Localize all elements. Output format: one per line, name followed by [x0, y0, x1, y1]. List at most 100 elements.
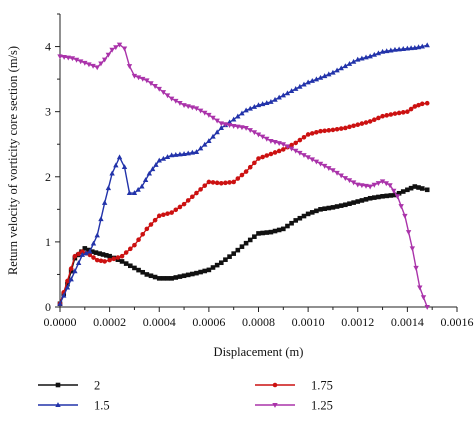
data-point — [297, 150, 303, 156]
data-point — [94, 257, 100, 263]
data-point — [367, 119, 373, 124]
data-point — [113, 162, 119, 168]
data-point — [394, 194, 401, 200]
legend-label: 1.5 — [94, 399, 110, 413]
data-point — [297, 137, 303, 143]
data-point — [152, 274, 158, 280]
data-point — [293, 140, 299, 146]
data-point — [181, 201, 187, 207]
data-point — [173, 98, 179, 104]
y-tick-label: 1 — [45, 235, 51, 249]
data-point — [404, 45, 411, 51]
data-point — [359, 183, 365, 189]
data-point — [330, 69, 336, 75]
data-point — [334, 170, 340, 176]
data-point — [255, 102, 262, 108]
data-point — [297, 215, 303, 221]
data-point — [113, 45, 119, 51]
y-axis: 0 1 2 3 4 — [45, 13, 60, 314]
data-point — [131, 73, 138, 79]
data-point — [198, 187, 203, 192]
data-point — [173, 151, 179, 157]
data-point — [363, 197, 369, 202]
data-point — [346, 61, 353, 66]
data-point — [185, 272, 191, 278]
data-point — [264, 100, 270, 105]
data-point — [387, 183, 393, 189]
data-point — [288, 146, 295, 152]
data-point — [419, 101, 425, 107]
data-point — [416, 102, 421, 108]
data-point — [342, 63, 349, 69]
data-point — [375, 181, 382, 186]
data-point — [350, 180, 357, 186]
data-point — [169, 276, 174, 281]
data-point — [91, 255, 96, 260]
legend-entry: 1.75 — [255, 379, 333, 393]
data-point — [259, 101, 266, 107]
data-point — [400, 46, 406, 51]
data-point — [330, 205, 336, 210]
data-point — [280, 92, 287, 98]
data-point — [173, 275, 179, 280]
data-point — [247, 164, 253, 170]
x-tick-label: 0.0000 — [44, 315, 77, 329]
y-tick-label: 4 — [45, 40, 51, 54]
data-point — [218, 121, 224, 127]
data-point — [214, 262, 220, 268]
data-point — [90, 63, 96, 69]
x-tick-label: 0.0010 — [292, 315, 325, 329]
data-point — [148, 273, 154, 279]
data-point — [181, 103, 187, 109]
data-point — [104, 253, 109, 258]
data-point — [408, 106, 414, 112]
data-point — [322, 206, 327, 211]
data-point — [343, 125, 348, 131]
data-point — [76, 251, 81, 257]
y-tick-label: 3 — [45, 105, 51, 119]
legend-entry: 2 — [38, 379, 100, 393]
data-point — [202, 141, 208, 147]
data-point — [107, 253, 112, 259]
y-tick-label: 2 — [45, 170, 51, 184]
data-point — [289, 220, 294, 226]
data-point — [111, 256, 117, 262]
data-point — [391, 188, 397, 194]
data-point — [359, 121, 365, 126]
data-point — [69, 56, 76, 62]
data-point — [247, 128, 253, 134]
data-point — [140, 76, 146, 82]
data-point — [190, 271, 195, 277]
data-point — [408, 185, 414, 191]
data-point — [350, 58, 357, 64]
y-tick-label: 0 — [45, 300, 51, 314]
data-point — [131, 190, 138, 196]
data-point — [86, 247, 91, 253]
data-point — [264, 136, 270, 142]
data-point — [383, 181, 389, 187]
data-point — [169, 210, 174, 215]
data-point — [119, 253, 125, 259]
data-point — [268, 229, 274, 235]
data-point — [305, 211, 311, 217]
data-point — [177, 100, 183, 106]
data-point — [194, 190, 199, 196]
data-point — [226, 119, 233, 125]
x-tick-label: 0.0002 — [93, 315, 126, 329]
data-point — [105, 52, 112, 58]
data-point — [218, 180, 224, 186]
data-point — [100, 252, 106, 257]
data-point — [309, 157, 315, 163]
data-point — [355, 122, 361, 127]
data-point — [259, 134, 266, 140]
data-point — [301, 134, 307, 140]
legend: 2 1.75 1.5 1.25 — [38, 379, 333, 413]
data-point — [126, 190, 133, 196]
data-point — [268, 151, 274, 157]
data-point — [161, 276, 166, 281]
data-point — [128, 246, 133, 252]
data-point — [82, 60, 88, 66]
data-point — [230, 116, 237, 122]
data-point — [396, 46, 402, 52]
y-axis-title: Return velocity of vorticity core sectio… — [6, 46, 20, 275]
